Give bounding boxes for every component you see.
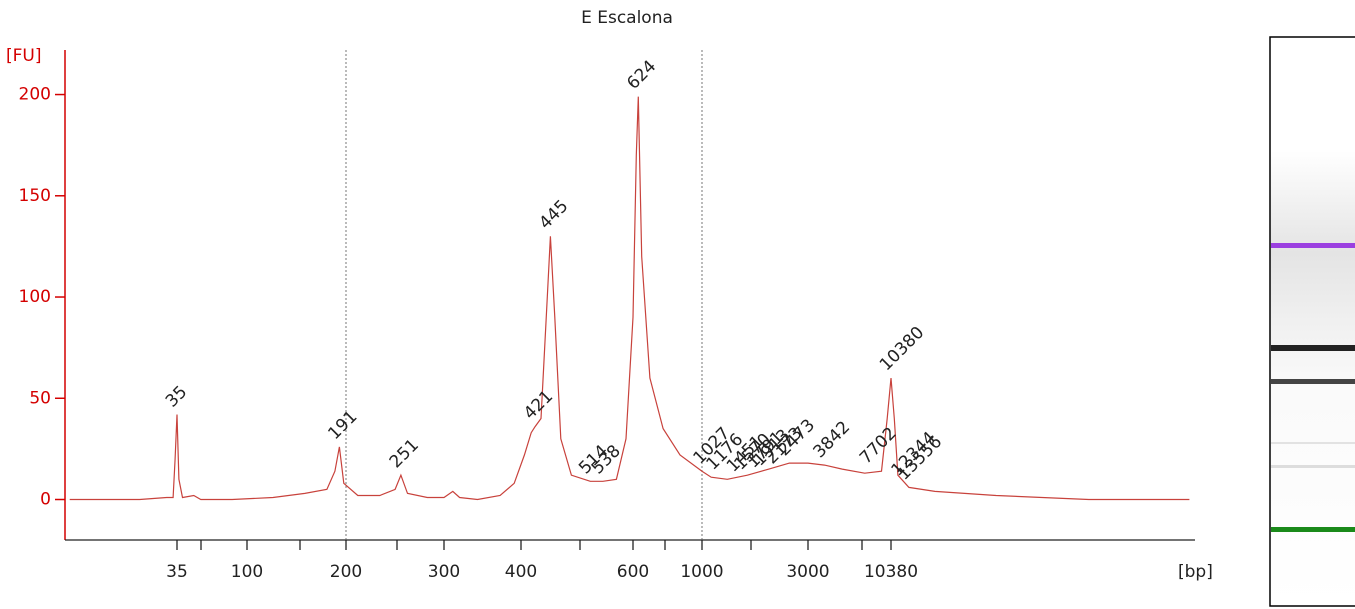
peak-label: 624 <box>623 57 660 94</box>
y-tick-label: 200 <box>19 85 51 105</box>
x-tick-label: 400 <box>505 562 537 582</box>
x-tick-label: 600 <box>617 562 649 582</box>
peak-label: 191 <box>324 407 361 444</box>
x-tick-label: 300 <box>428 562 460 582</box>
x-tick-label: 100 <box>231 562 263 582</box>
peak-label: 10380 <box>876 323 928 375</box>
x-tick-label: 10380 <box>864 562 918 582</box>
peak-label: 445 <box>535 196 572 233</box>
y-tick-label: 50 <box>29 388 51 408</box>
chart-title: E Escalona <box>581 8 673 28</box>
y-axis-label: [FU] <box>6 46 42 66</box>
peak-label: 251 <box>386 435 423 472</box>
x-tick-label: 35 <box>166 562 188 582</box>
y-tick-label: 0 <box>40 490 51 510</box>
peak-label: 421 <box>520 387 557 424</box>
gel-lane <box>1269 36 1355 607</box>
y-tick-label: 150 <box>19 186 51 206</box>
x-tick-label: 1000 <box>680 562 723 582</box>
peak-label: 35 <box>162 382 191 411</box>
peak-label: 3842 <box>809 417 854 462</box>
x-tick-label: 200 <box>330 562 362 582</box>
x-tick-label: 3000 <box>786 562 829 582</box>
trace-line <box>69 96 1190 501</box>
minor-ticks <box>200 540 863 550</box>
y-tick-label: 100 <box>19 287 51 307</box>
x-axis-label: [bp] <box>1178 562 1213 582</box>
